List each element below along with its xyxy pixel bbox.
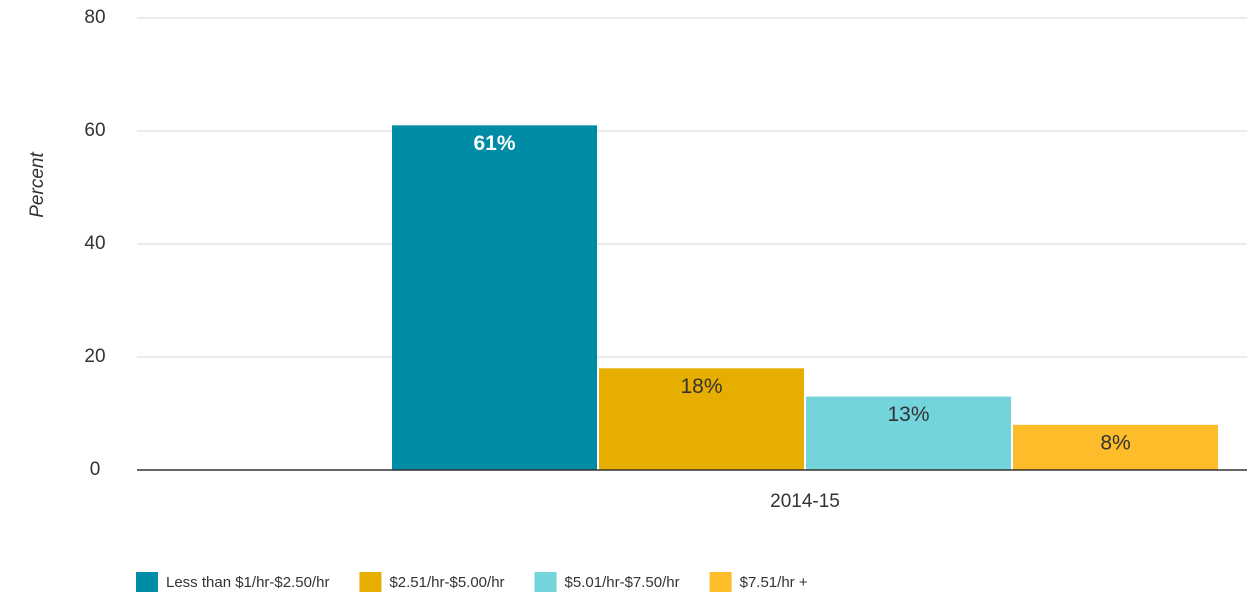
bar (599, 368, 804, 470)
legend-label: Less than $1/hr-$2.50/hr (166, 574, 329, 591)
bar (806, 396, 1011, 470)
legend-swatch (709, 572, 732, 592)
legend-label: $7.51/hr + (740, 574, 808, 591)
data-label: 18% (680, 375, 722, 398)
legend-swatch (534, 572, 557, 592)
y-axis-label: Percent (27, 152, 48, 218)
y-tick-label: 20 (84, 346, 105, 367)
x-tick-label: 2014-15 (770, 491, 840, 512)
y-tick-label: 60 (84, 120, 105, 141)
legend-swatch (136, 572, 158, 592)
bar (392, 125, 597, 470)
data-label: 13% (887, 403, 929, 426)
legend-label: $2.51/hr-$5.00/hr (389, 574, 504, 591)
legend-swatch (359, 572, 382, 592)
bar (1013, 424, 1218, 470)
y-tick-label: 80 (84, 7, 105, 28)
data-label: 8% (1100, 431, 1130, 454)
y-tick-label: 0 (90, 459, 101, 480)
legend-label: $5.01/hr-$7.50/hr (565, 574, 680, 591)
y-tick-label: 40 (84, 233, 105, 254)
data-label: 61% (473, 132, 515, 155)
